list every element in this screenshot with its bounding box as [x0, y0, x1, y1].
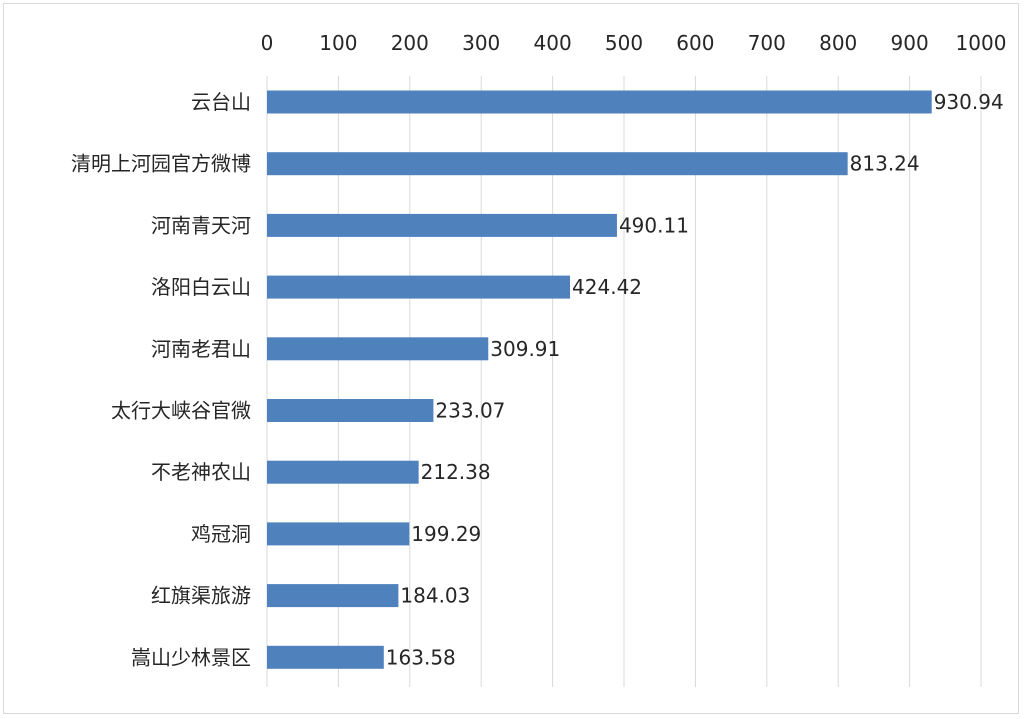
data-labels: 930.94 813.24 490.11 424.42 309.91 233.07 212.…	[386, 90, 1004, 669]
x-tick-label: 900	[891, 31, 929, 55]
x-tick-label: 1000	[956, 31, 1007, 55]
x-tick-label: 100	[319, 31, 357, 55]
bar	[267, 213, 617, 237]
bar	[267, 522, 410, 546]
bar	[267, 460, 419, 484]
category-label: 洛阳白云山	[151, 275, 251, 299]
x-tick-label: 600	[676, 31, 714, 55]
data-label: 424.42	[572, 275, 642, 299]
category-label: 红旗渠旅游	[151, 584, 251, 608]
x-tick-label: 500	[605, 31, 643, 55]
data-label: 184.03	[400, 584, 470, 608]
chart-frame: 0 100 200 300 400 500 600 700 800 900 1000 云台山清明上河…	[3, 3, 1019, 714]
category-label: 嵩山少林景区	[131, 645, 251, 669]
x-tick-label: 300	[462, 31, 500, 55]
bar	[267, 337, 489, 361]
data-label: 163.58	[386, 645, 456, 669]
x-tick-label: 700	[748, 31, 786, 55]
category-label: 不老神农山	[151, 460, 251, 484]
data-label: 490.11	[619, 213, 689, 237]
data-label: 930.94	[934, 90, 1004, 114]
data-label: 199.29	[411, 522, 481, 546]
category-label: 清明上河园官方微博	[71, 152, 251, 176]
bar	[267, 275, 571, 299]
category-label: 太行大峡谷官微	[111, 399, 251, 423]
x-tick-label: 800	[819, 31, 857, 55]
category-label: 河南老君山	[151, 337, 251, 361]
bar	[267, 152, 848, 176]
data-label: 233.07	[435, 399, 505, 423]
x-tick-label: 200	[391, 31, 429, 55]
data-label: 813.24	[850, 152, 920, 176]
bar	[267, 399, 434, 422]
category-labels: 云台山清明上河园官方微博河南青天河洛阳白云山河南老君山太行大峡谷官微不老神农山鸡…	[71, 90, 251, 669]
x-tick-label: 400	[534, 31, 572, 55]
x-axis-ticks: 0 100 200 300 400 500 600 700 800 900 1000	[261, 31, 1007, 55]
data-label: 212.38	[421, 460, 491, 484]
bar	[267, 90, 932, 114]
category-label: 云台山	[191, 90, 251, 114]
bar	[267, 584, 399, 608]
category-label: 河南青天河	[151, 213, 251, 237]
category-label: 鸡冠洞	[191, 522, 251, 546]
x-tick-label: 0	[261, 31, 274, 55]
bars	[267, 90, 932, 669]
bar-chart: 0 100 200 300 400 500 600 700 800 900 1000 云台山清明上河…	[71, 31, 1007, 687]
gridlines	[266, 76, 982, 687]
bar	[267, 645, 384, 669]
data-label: 309.91	[490, 337, 560, 361]
